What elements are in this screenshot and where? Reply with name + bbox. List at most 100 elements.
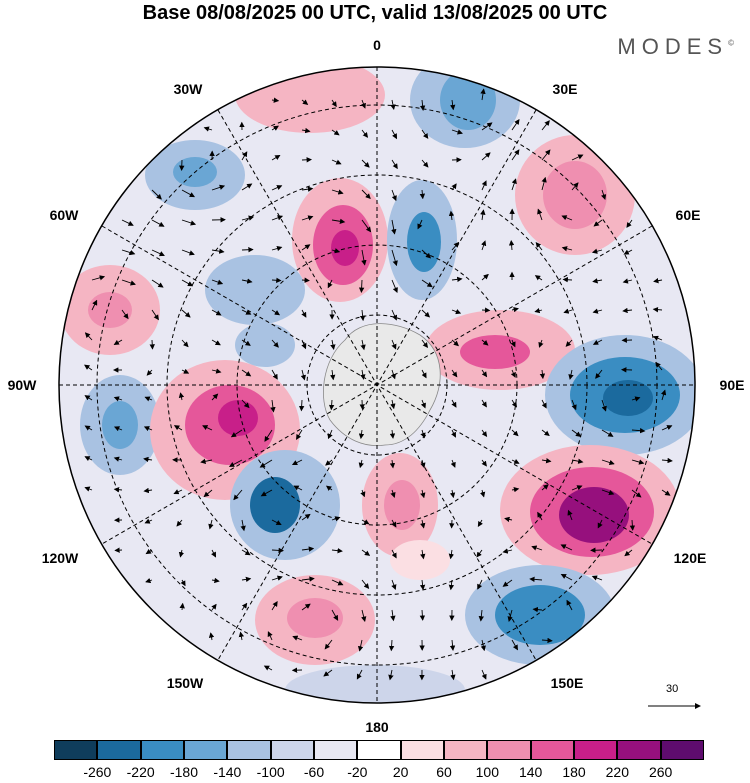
wind-vector [510,369,516,378]
colorbar-cell [54,740,98,760]
wind-vector [91,299,98,311]
wind-vector [661,425,673,431]
colorbar-cell [313,740,358,760]
wind-vector [271,519,282,526]
lon-label-60w: 60W [50,207,80,223]
wind-vector [451,183,457,191]
wind-vector [121,309,129,320]
wind-vector [331,609,339,621]
wind-vector [451,309,462,315]
wind-vector [655,361,663,371]
wind-vector [121,279,136,286]
wind-vector [360,339,366,351]
wind-vector [508,240,515,251]
wind-vector [178,392,185,401]
wind-vector [420,489,426,499]
wind-vector [241,399,250,409]
wind-vector [270,399,276,413]
wind-vector [541,484,549,491]
colorbar-cell [573,740,618,760]
wind-vector [481,152,491,161]
wind-vector [481,669,487,680]
wind-vector [421,159,429,168]
wind-vector [271,154,281,161]
wind-vector [241,151,248,161]
colorbar-tick-label: 220 [605,764,630,780]
wind-vector [331,579,344,586]
wind-vector [241,549,251,556]
wind-vector [541,458,552,464]
wind-vector [267,631,273,641]
wind-vector [145,577,153,584]
colorbar-cell [183,740,228,760]
wind-vector [179,602,185,611]
wind-vector [241,576,252,583]
wind-vector [145,548,153,555]
reference-vector-label: 30 [666,683,679,695]
wind-vector [390,609,396,622]
brand-mark: © [728,38,734,48]
wind-vector [144,518,153,524]
wind-vector [260,489,273,497]
wind-vector [511,306,519,313]
wind-vector [561,246,573,252]
wind-vector [357,639,364,652]
wind-vector [388,639,395,652]
wind-vector [601,459,615,466]
wind-vector [419,609,426,621]
wind-vector [301,186,314,192]
wind-vector [535,241,543,251]
wind-vector [91,275,106,281]
wind-vector [301,546,315,552]
wind-vector [361,189,371,200]
wind-vector [361,159,370,168]
wind-vector [271,185,283,191]
wind-vector [451,276,463,283]
wind-vector [629,519,636,531]
wind-vector [450,99,456,111]
wind-vector [534,275,543,281]
wind-vector [241,309,252,315]
wind-vector [331,516,341,522]
colorbar-cell [400,740,444,760]
wind-vector [241,602,248,611]
wind-vector [331,159,342,165]
wind-vector [146,369,153,376]
wind-vector [331,547,343,554]
wind-vector [481,369,488,378]
wind-vector [449,489,456,499]
wind-vector [301,277,310,283]
map-title: Base 08/08/2025 00 UTC, valid 13/08/2025… [142,2,608,24]
wind-vector [211,603,217,611]
wind-vector [541,149,551,161]
wind-vector [113,396,123,402]
wind-vector [181,368,190,374]
wind-vector [292,635,303,641]
wind-vector [181,219,197,226]
colorbar-tick-label: -220 [126,764,155,780]
wind-vector [361,609,367,622]
brand-text: MODES [617,34,729,59]
wind-vector [567,509,573,521]
wind-vector [568,369,574,380]
wind-vector [451,339,459,347]
wind-vector [592,308,603,314]
wind-vector [419,99,426,111]
wind-vector [211,184,226,191]
wind-vector [391,189,397,202]
wind-vector [144,396,153,402]
lon-label-120e: 120E [674,550,707,566]
wind-vector [560,544,573,551]
wind-vector [480,639,486,652]
wind-vector [390,489,396,498]
wind-vector [301,513,311,521]
wind-vector [597,519,603,529]
wind-vector [361,129,369,138]
wind-vector [328,399,335,411]
wind-vector [211,248,225,254]
wind-vector [330,369,336,381]
wind-vector [450,669,456,681]
wind-vector [481,122,493,131]
wind-vector [296,429,303,440]
wind-vector [537,208,543,221]
